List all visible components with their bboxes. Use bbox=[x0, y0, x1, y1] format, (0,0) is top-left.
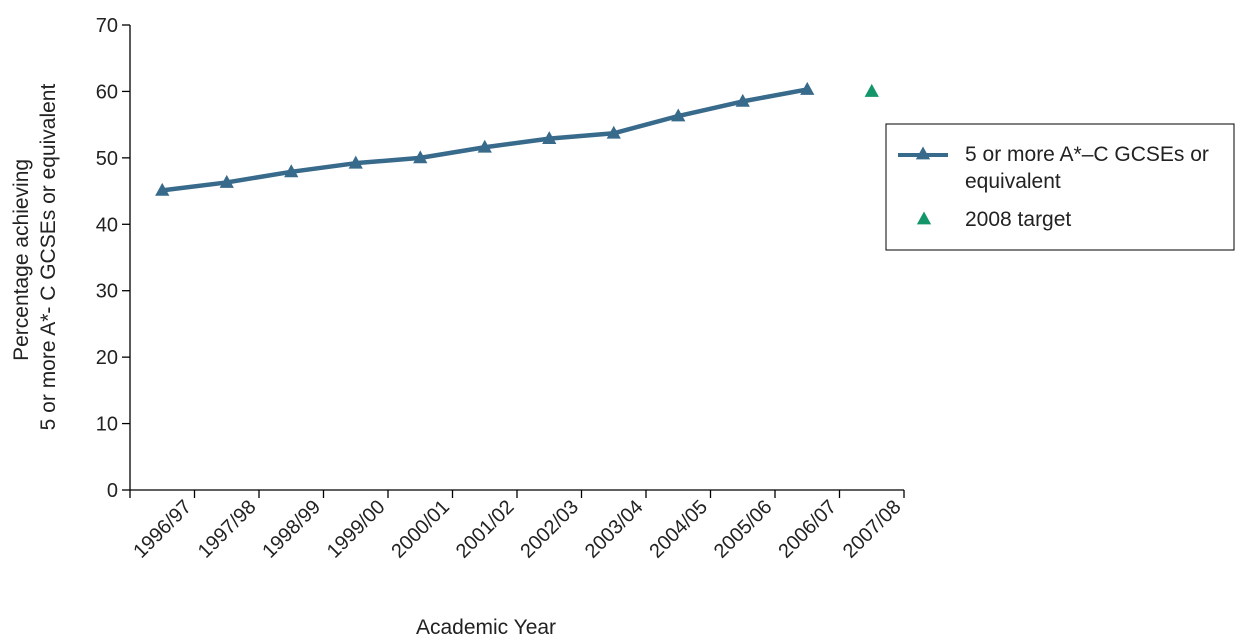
data-point-marker bbox=[671, 108, 686, 122]
x-tick-label: 2006/07 bbox=[774, 496, 841, 563]
y-axis-title-line-2: 5 or more A*- C GCSEs or equivalent bbox=[37, 84, 60, 431]
legend: 5 or more A*–C GCSEs or equivalent 2008 … bbox=[885, 123, 1235, 251]
data-point-marker bbox=[735, 93, 750, 107]
x-ticks: 1996/971997/981998/991999/002000/012001/… bbox=[129, 490, 906, 563]
y-tick-label: 30 bbox=[96, 281, 118, 303]
axes: 0 10 20 30 40 50 60 70 1996/971997/981998/99199… bbox=[96, 15, 906, 563]
legend-swatch-marker bbox=[915, 146, 931, 160]
x-axis-title: Academic Year bbox=[416, 616, 556, 639]
legend-label-series-line-2: equivalent bbox=[965, 170, 1061, 193]
y-axis-title: Percentage achieving 5 or more A*- C GCS… bbox=[10, 84, 60, 431]
x-tick-label: 2004/05 bbox=[645, 496, 712, 563]
y-tick-label: 0 bbox=[107, 480, 118, 502]
data-point-marker bbox=[542, 131, 557, 144]
target-point-marker bbox=[864, 83, 879, 97]
data-point-marker bbox=[219, 174, 234, 188]
data-point-marker bbox=[155, 182, 170, 196]
series-layer bbox=[155, 81, 879, 196]
y-tick-label: 50 bbox=[96, 148, 118, 170]
x-tick-label: 1996/97 bbox=[129, 496, 196, 563]
data-point-marker bbox=[606, 125, 621, 139]
legend-label-target: 2008 target bbox=[965, 208, 1071, 231]
legend-label-series: 5 or more A*–C GCSEs or equivalent bbox=[965, 143, 1215, 193]
y-axis-title-line-1: Percentage achieving bbox=[10, 159, 33, 361]
data-point-marker bbox=[284, 164, 299, 178]
legend-box bbox=[885, 123, 1235, 251]
y-tick-label: 10 bbox=[96, 414, 118, 436]
x-tick-label: 2005/06 bbox=[710, 496, 777, 563]
y-ticks: 0 10 20 30 40 50 60 70 bbox=[96, 15, 130, 502]
x-tick-label: 2007/08 bbox=[839, 496, 906, 563]
y-tick-label: 70 bbox=[96, 15, 118, 37]
x-tick-label: 2001/02 bbox=[452, 496, 519, 563]
legend-label-series-line-1: 5 or more A*–C GCSEs or bbox=[965, 143, 1209, 166]
x-tick-label: 1998/99 bbox=[258, 496, 325, 563]
data-point-marker bbox=[477, 139, 492, 153]
data-point-marker bbox=[800, 81, 815, 95]
x-tick-label: 2003/04 bbox=[581, 496, 648, 563]
data-point-marker bbox=[348, 155, 363, 169]
x-tick-label: 1997/98 bbox=[194, 496, 261, 563]
y-tick-label: 20 bbox=[96, 347, 118, 369]
x-tick-label: 1999/00 bbox=[323, 496, 390, 563]
x-tick-label: 2000/01 bbox=[387, 496, 454, 563]
data-point-marker bbox=[413, 150, 428, 164]
legend-swatch-target-marker bbox=[916, 211, 932, 225]
x-tick-label: 2002/03 bbox=[516, 496, 583, 563]
y-tick-label: 60 bbox=[96, 81, 118, 103]
y-tick-label: 40 bbox=[96, 214, 118, 236]
